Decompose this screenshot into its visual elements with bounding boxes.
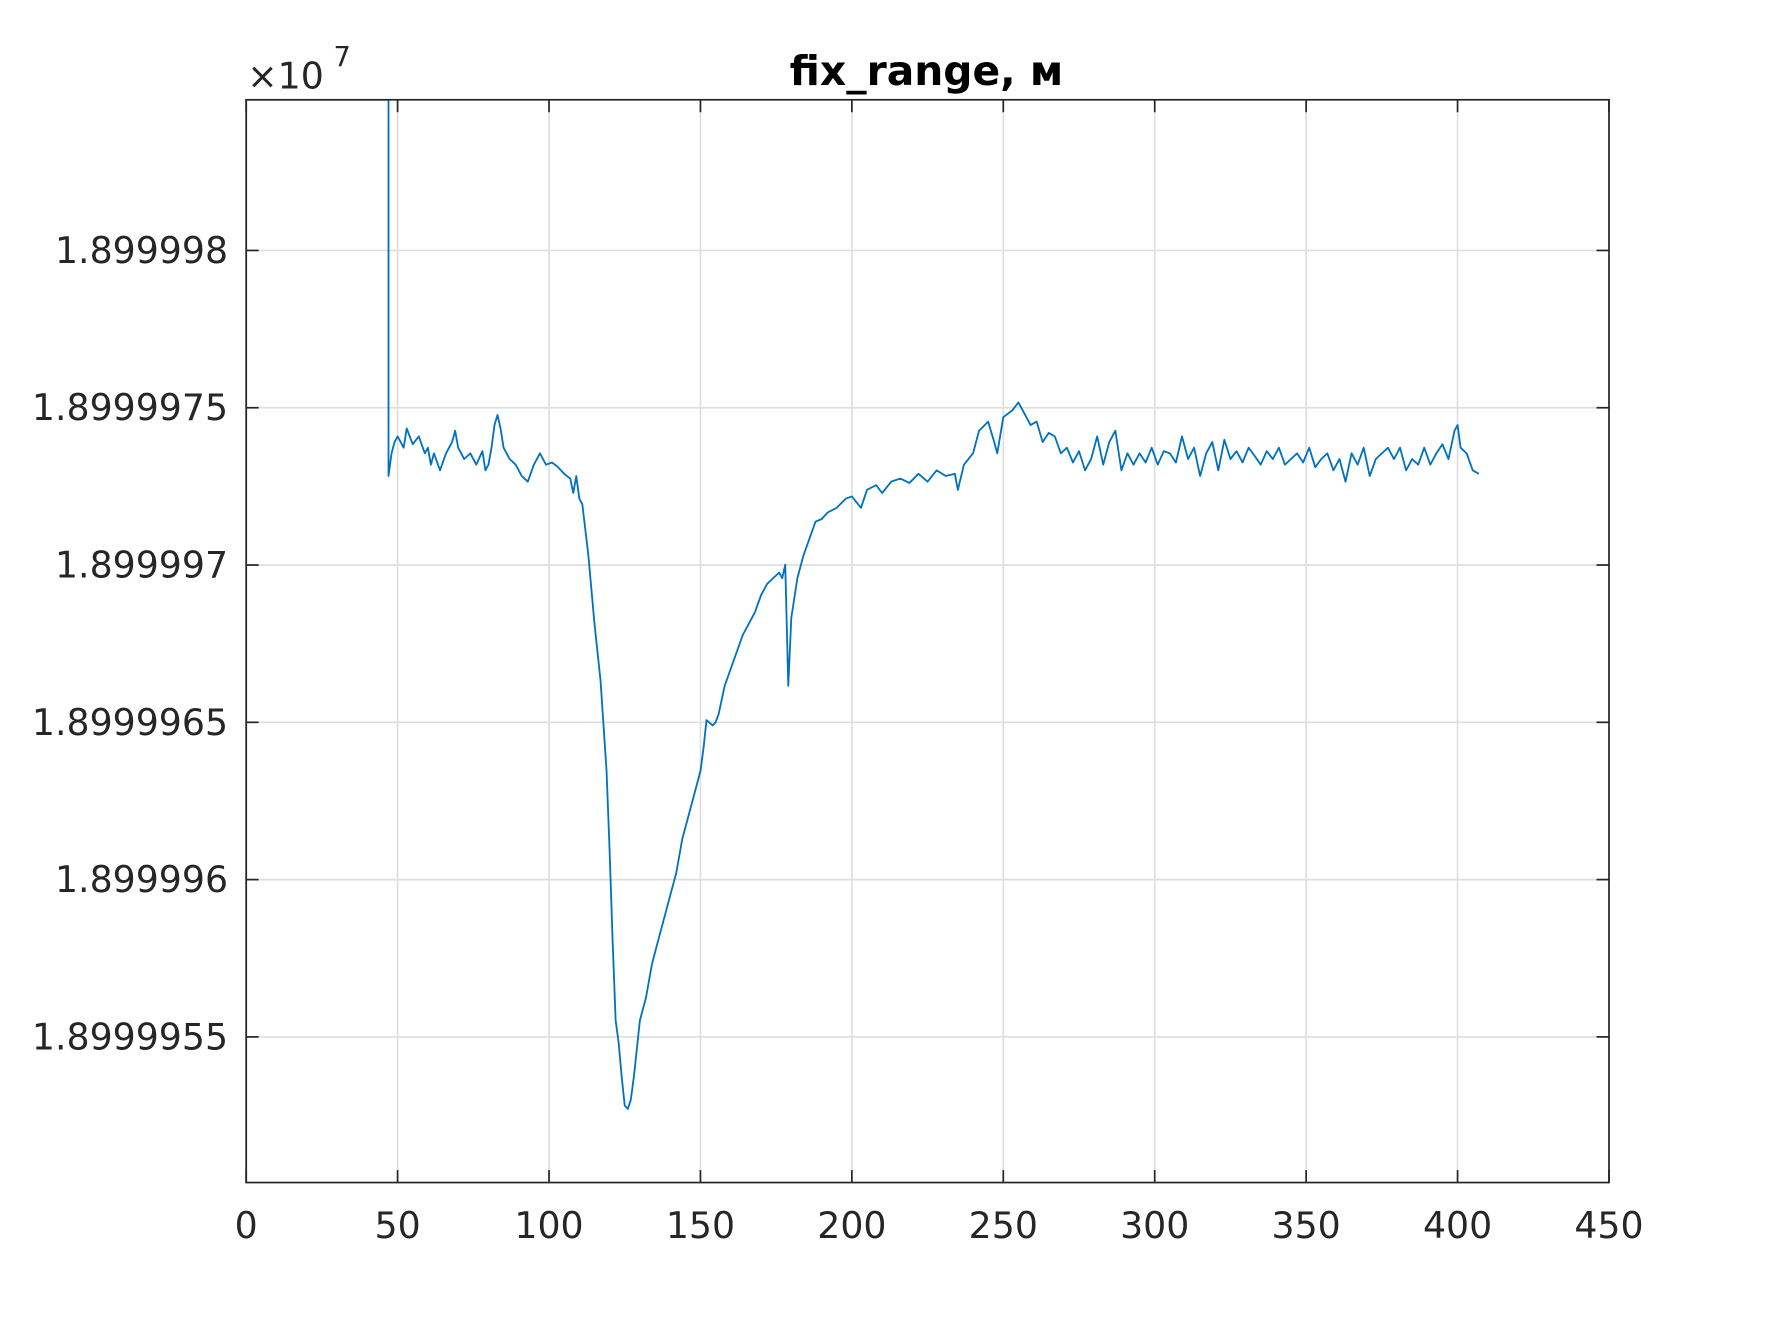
- x-tick-label: 300: [1120, 1204, 1189, 1247]
- x-tick-label: 200: [817, 1204, 886, 1247]
- x-tick-label: 350: [1272, 1204, 1341, 1247]
- y-tick-label: 1.8999965: [32, 701, 228, 744]
- y-tick-label: 1.8999955: [32, 1015, 228, 1058]
- data-line: [246, 99, 1480, 1183]
- chart-title: fix_range, м: [790, 47, 1064, 95]
- grid: [245, 99, 1610, 1183]
- x-tick-label: 100: [514, 1204, 583, 1247]
- x-tick-label: 50: [375, 1204, 421, 1247]
- y-tick-label: 1.899996: [55, 858, 228, 901]
- axes-box: [245, 98, 1610, 1184]
- ticks: 0 50 100 150 200 250 300 350 400 450 1.8999955 1.89…: [32, 99, 1644, 1247]
- x-tick-label: 450: [1574, 1204, 1643, 1247]
- y-tick-label: 1.899997: [55, 544, 228, 587]
- x-tick-label: 150: [666, 1204, 735, 1247]
- y-tick-label: 1.8999975: [32, 386, 228, 429]
- x-tick-label: 0: [235, 1204, 258, 1247]
- x-tick-label: 400: [1423, 1204, 1492, 1247]
- y-multiplier-exponent: 7: [333, 42, 350, 73]
- plot-area: [246, 99, 1480, 1183]
- y-tick-label: 1.899998: [55, 229, 228, 272]
- y-multiplier: ×10: [247, 54, 324, 97]
- x-tick-label: 250: [969, 1204, 1038, 1247]
